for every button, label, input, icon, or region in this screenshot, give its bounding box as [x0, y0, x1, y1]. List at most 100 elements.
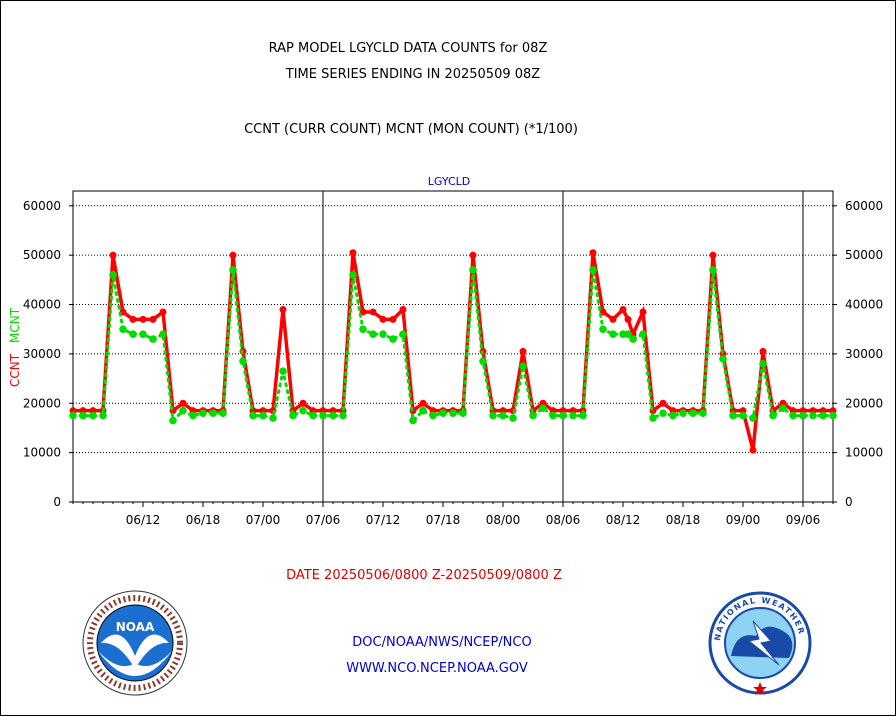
y-tick-label-right: 50000: [845, 248, 883, 262]
data-point-mcnt: [289, 411, 297, 420]
data-point-ccnt: [624, 315, 632, 323]
y-tick-label-right: 10000: [845, 446, 883, 460]
y-tick-label-right: 30000: [845, 347, 883, 361]
data-point-mcnt: [799, 411, 807, 420]
noaa-logo[interactable]: NOAA: [82, 590, 188, 696]
x-tick-label: 08/00: [486, 513, 521, 527]
series-description: CCNT (CURR COUNT) MCNT (MON COUNT) (*1/1…: [244, 122, 578, 137]
data-point-mcnt: [229, 266, 237, 274]
data-point-ccnt: [389, 315, 397, 323]
data-point-mcnt: [599, 325, 607, 334]
y-tick-label-right: 60000: [845, 199, 883, 213]
data-point-ccnt: [279, 305, 287, 313]
data-point-mcnt: [399, 330, 407, 338]
data-point-mcnt: [119, 325, 127, 334]
data-point-mcnt: [369, 330, 377, 338]
y-tick-label-left: 0: [53, 495, 61, 509]
data-point-ccnt: [639, 308, 647, 316]
data-point-ccnt: [419, 399, 427, 407]
data-point-mcnt: [309, 411, 317, 420]
data-point-ccnt: [609, 315, 617, 323]
series: [69, 249, 837, 454]
data-point-mcnt: [819, 411, 827, 420]
data-point-mcnt: [649, 414, 657, 422]
data-point-mcnt: [109, 271, 117, 279]
data-point-mcnt: [159, 330, 167, 338]
data-point-mcnt: [429, 411, 437, 420]
data-point-mcnt: [499, 411, 507, 420]
grid: [73, 191, 833, 502]
data-point-mcnt: [479, 357, 487, 366]
y-tick-label-left: 40000: [23, 298, 61, 312]
data-point-mcnt: [339, 411, 347, 420]
data-point-mcnt: [79, 411, 87, 420]
data-point-ccnt: [149, 315, 157, 323]
data-point-mcnt: [259, 411, 267, 420]
data-point-mcnt: [719, 355, 727, 363]
data-point-mcnt: [419, 406, 427, 415]
data-point-ccnt: [139, 315, 147, 323]
date-range: DATE 20250506/0800 Z-20250509/0800 Z: [286, 568, 562, 583]
data-point-mcnt: [749, 414, 757, 422]
data-point-mcnt: [329, 411, 337, 420]
x-tick-label: 07/18: [426, 513, 461, 527]
x-tick-label: 06/18: [186, 513, 221, 527]
data-point-mcnt: [249, 411, 257, 420]
data-point-ccnt: [619, 305, 627, 313]
y-tick-label-left: 10000: [23, 446, 61, 460]
x-tick-label: 07/00: [246, 513, 281, 527]
y-tick-label-right: 20000: [845, 396, 883, 410]
chart-title: RAP MODEL LGYCLD DATA COUNTS for 08Z: [269, 41, 548, 56]
x-tick-label: 09/00: [726, 513, 761, 527]
data-point-ccnt: [229, 251, 237, 259]
data-point-ccnt: [659, 399, 667, 407]
data-point-mcnt: [179, 406, 187, 415]
data-point-mcnt: [769, 411, 777, 420]
y-tick-label-left: 50000: [23, 248, 61, 262]
data-point-mcnt: [529, 411, 537, 420]
data-point-ccnt: [299, 399, 307, 407]
data-point-mcnt: [779, 404, 787, 413]
org-link-line1[interactable]: DOC/NOAA/NWS/NCEP/NCO: [352, 635, 531, 650]
data-point-mcnt: [199, 409, 207, 417]
data-point-mcnt: [389, 335, 397, 343]
data-point-mcnt: [139, 330, 147, 338]
data-point-mcnt: [209, 409, 217, 417]
series-line-mcnt: [71, 269, 835, 424]
x-tick-label: 07/06: [306, 513, 341, 527]
y-tick-label-right: 0: [845, 495, 853, 509]
data-point-mcnt: [169, 416, 177, 425]
data-point-mcnt: [89, 411, 97, 420]
data-point-mcnt: [449, 409, 457, 417]
y-tick-label-right: 40000: [845, 298, 883, 312]
data-point-mcnt: [519, 362, 527, 371]
data-point-ccnt: [349, 249, 357, 257]
plot-area: [72, 190, 834, 503]
data-point-mcnt: [579, 411, 587, 420]
data-point-mcnt: [679, 409, 687, 417]
data-point-ccnt: [519, 347, 527, 355]
x-tick-label: 08/18: [666, 513, 701, 527]
data-point-mcnt: [559, 411, 567, 420]
data-point-mcnt: [589, 266, 597, 274]
data-point-mcnt: [69, 411, 77, 420]
data-point-mcnt: [269, 414, 277, 422]
data-point-mcnt: [549, 411, 557, 420]
data-point-mcnt: [469, 266, 477, 274]
data-point-mcnt: [319, 411, 327, 420]
data-point-mcnt: [409, 416, 417, 425]
data-point-mcnt: [609, 330, 617, 338]
x-tick-label: 06/12: [126, 513, 161, 527]
data-point-mcnt: [349, 271, 357, 279]
data-point-mcnt: [624, 330, 632, 338]
data-point-mcnt: [569, 411, 577, 420]
data-point-mcnt: [829, 411, 837, 420]
star-icon: [753, 682, 767, 695]
data-point-mcnt: [729, 411, 737, 420]
data-point-ccnt: [399, 305, 407, 313]
data-point-mcnt: [669, 411, 677, 420]
data-point-mcnt: [699, 409, 707, 417]
org-link-line2[interactable]: WWW.NCO.NCEP.NOAA.GOV: [346, 661, 528, 676]
noaa-logo-text: NOAA: [116, 620, 155, 634]
